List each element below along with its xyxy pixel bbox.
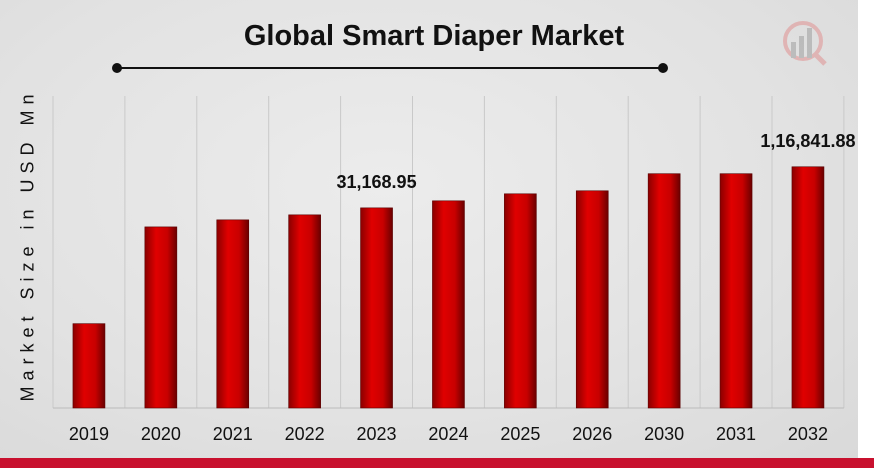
bar-2032: [791, 166, 825, 409]
bar-2030: [647, 173, 681, 409]
title-underline: [117, 67, 663, 69]
data-label: 1,16,841.88: [760, 131, 855, 151]
x-tick-label: 2023: [357, 424, 397, 444]
x-tick-label: 2019: [69, 424, 109, 444]
x-tick-label: 2032: [788, 424, 828, 444]
x-tick-label: 2026: [572, 424, 612, 444]
title-line-dot-right: [658, 63, 668, 73]
x-tick-label: 2031: [716, 424, 756, 444]
x-tick-label: 2021: [213, 424, 253, 444]
x-tick-label: 2030: [644, 424, 684, 444]
x-tick-label: 2024: [428, 424, 468, 444]
bar-2026: [575, 190, 609, 409]
x-tick-label: 2025: [500, 424, 540, 444]
bar-2021: [216, 219, 250, 409]
bar-2022: [288, 214, 321, 409]
bar-2031: [719, 173, 753, 409]
title-line-dot-left: [112, 63, 122, 73]
x-tick-label: 2022: [285, 424, 325, 444]
bar-2023: [360, 207, 393, 409]
data-label: 31,168.95: [337, 172, 417, 192]
bottom-accent-strip: [0, 458, 874, 468]
bar-2024: [432, 200, 465, 409]
chart-title: Global Smart Diaper Market: [243, 20, 625, 52]
bar-2020: [144, 226, 178, 409]
bar-2025: [504, 193, 537, 409]
chart-background: [0, 0, 858, 458]
bar-2019: [72, 323, 106, 409]
x-tick-label: 2020: [141, 424, 181, 444]
brand-logo-icon: [783, 21, 827, 66]
